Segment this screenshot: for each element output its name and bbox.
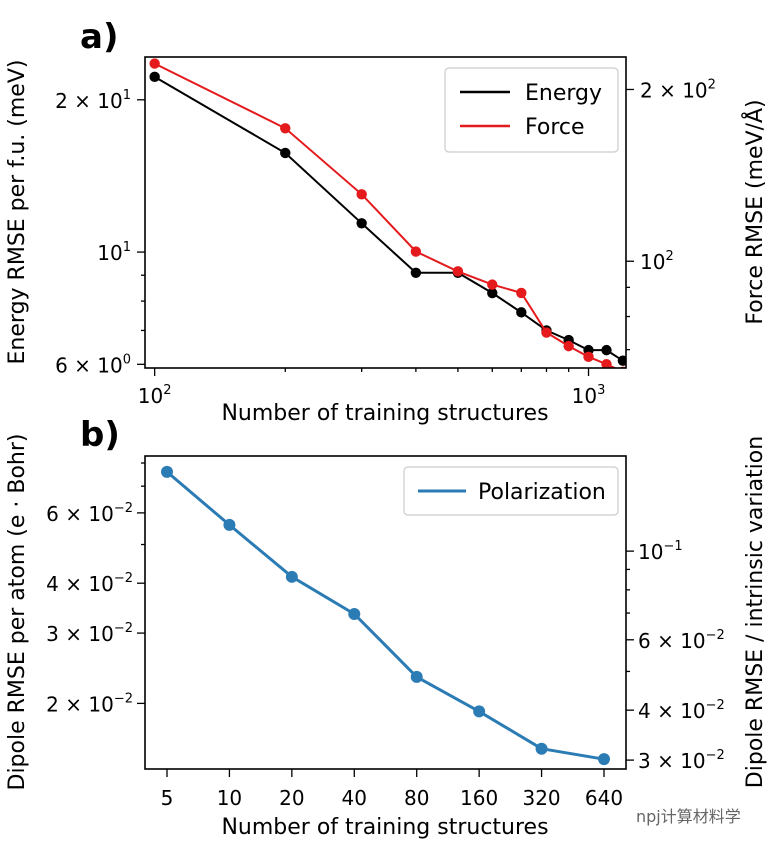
panel-b-legend: Polarization (403, 466, 619, 516)
panel-b-label: b) (80, 415, 120, 455)
panel-a-xtick-label: 102 (138, 383, 172, 408)
panel-a-label: a) (80, 17, 118, 57)
panel-b-xtick-label: 80 (404, 786, 429, 810)
polarization-point (473, 705, 486, 718)
panel-a-ytick-left-label: 101 (97, 240, 131, 265)
panel-a-ytick-left-label: 2 × 101 (55, 88, 131, 113)
legend-force-label: Force (525, 115, 585, 140)
panel-b-ytick-left-label: 2 × 10−2 (46, 691, 133, 716)
force-point (410, 246, 422, 257)
panel-b-xtick-label: 10 (217, 786, 242, 810)
energy-point (356, 218, 367, 229)
panel-b-xtick-label: 320 (522, 786, 560, 810)
panel-b-ytick-left-label: 4 × 10−2 (46, 571, 133, 596)
energy-point (410, 267, 422, 278)
panel-a-xlabel: Number of training structures (221, 401, 548, 426)
energy-point (487, 287, 498, 299)
force-point (601, 359, 612, 368)
panel-a-ylabel-right: Force RMSE (meV/Å) (741, 99, 768, 324)
panel-b-xtick-label: 640 (585, 786, 623, 810)
energy-point (516, 307, 527, 318)
polarization-point (410, 670, 423, 683)
energy-point (280, 147, 291, 159)
panel-a-legend: Energy Force (444, 67, 619, 153)
panel-a-frame (144, 56, 627, 369)
panel-b-xtick-label: 5 (161, 786, 174, 810)
force-point (516, 287, 527, 299)
panel-b-ytick-right-label: 6 × 10−2 (638, 628, 725, 653)
polarization-point (598, 753, 610, 766)
force-point (541, 327, 552, 338)
force-point (563, 340, 574, 352)
panel-a-ytick-right-label: 2 × 102 (640, 77, 716, 102)
panel-b-ytick-left-label: 6 × 10−2 (46, 501, 133, 526)
force-point (356, 189, 367, 200)
panel-b-xtick-label: 20 (279, 786, 304, 810)
force-point (452, 266, 464, 277)
watermark: npj计算材料学 (636, 807, 741, 826)
panel-a-chart: a) 102 103 6 × 100 101 2 × 101 102 2 × 102 Num… (5, 17, 768, 426)
polarization-point (535, 742, 548, 755)
panel-b-xtick-label: 40 (342, 786, 367, 810)
panel-b-legend-box (403, 466, 619, 516)
panel-a-xtick-label: 103 (572, 383, 606, 408)
force-point (149, 58, 160, 69)
force-point (487, 279, 498, 290)
panel-b-xlabel: Number of training structures (221, 815, 548, 840)
energy-point (601, 344, 612, 356)
panel-b-ylabel-right: Dipole RMSE / intrinsic variation (743, 436, 768, 788)
force-point (280, 123, 291, 134)
panel-b-ytick-right-label: 3 × 10−2 (638, 748, 725, 773)
panel-b-ytick-left-label: 3 × 10−2 (46, 621, 133, 646)
panel-a-ytick-right-label: 102 (640, 249, 674, 274)
panel-a-ylabel-left: Energy RMSE per f.u. (meV) (5, 60, 30, 365)
panel-b-ytick-right-label: 10−1 (638, 539, 683, 564)
polarization-point (161, 465, 173, 478)
energy-point (149, 71, 160, 83)
panel-a-ytick-left-label: 6 × 100 (55, 352, 131, 377)
energy-point (617, 355, 626, 366)
legend-energy-label: Energy (525, 81, 602, 106)
polarization-series-line (166, 470, 605, 761)
polarization-point (285, 570, 298, 583)
panel-a-legend-box (444, 67, 619, 153)
panel-b-ytick-right-label: 4 × 10−2 (638, 698, 725, 723)
legend-polarization-label: Polarization (478, 480, 606, 505)
polarization-point (223, 518, 236, 531)
force-point (583, 351, 594, 363)
polarization-point (348, 607, 361, 620)
panel-b-chart: b) 5 10 20 40 80 160 320 640 2 × 10−2 3 × 10−2 4 ×… (5, 415, 768, 840)
panel-b-ylabel-left: Dipole RMSE per atom (e · Bohr) (5, 434, 30, 791)
panel-b-xtick-label: 160 (460, 786, 498, 810)
